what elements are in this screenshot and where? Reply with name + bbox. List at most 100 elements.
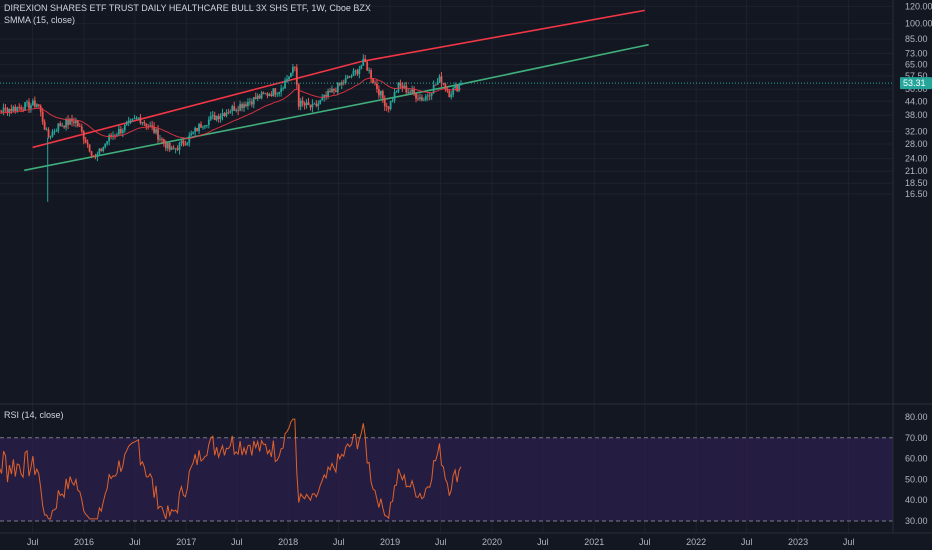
candle-body bbox=[104, 143, 107, 148]
candle-body bbox=[372, 78, 374, 83]
candle-body bbox=[143, 122, 146, 124]
candle-body bbox=[76, 120, 79, 126]
candle-body bbox=[415, 93, 417, 99]
candle-body bbox=[280, 88, 283, 92]
candle-body bbox=[53, 131, 56, 133]
candle-body bbox=[266, 93, 269, 96]
candle-body bbox=[174, 148, 177, 150]
candle-body bbox=[217, 116, 220, 119]
candle-body bbox=[94, 156, 97, 157]
candle-body bbox=[293, 67, 296, 68]
candle-body bbox=[92, 155, 95, 157]
candle-body bbox=[325, 94, 328, 97]
upper-channel-line[interactable] bbox=[32, 9, 645, 149]
candle-body bbox=[401, 85, 404, 89]
candle-body bbox=[86, 142, 89, 145]
candle-body bbox=[4, 107, 7, 109]
candle-body bbox=[139, 117, 142, 124]
time-tick-label: Jul bbox=[27, 537, 39, 547]
price-tick-label: 65.00 bbox=[905, 59, 928, 69]
candle-body bbox=[116, 134, 118, 136]
candle-body bbox=[358, 68, 361, 75]
candle-body bbox=[376, 83, 378, 90]
time-tick-label: Jul bbox=[537, 537, 549, 547]
candle-body bbox=[282, 88, 285, 89]
price-tick-label: 50.00 bbox=[905, 84, 928, 94]
candle-body bbox=[319, 100, 322, 104]
candle-body bbox=[41, 111, 44, 122]
candle-body bbox=[63, 125, 66, 128]
candle-body bbox=[448, 90, 451, 98]
rsi-tick-label: 70.00 bbox=[905, 433, 928, 443]
candle-body bbox=[100, 148, 103, 151]
candle-body bbox=[26, 101, 28, 103]
price-tick-label: 18.50 bbox=[905, 178, 928, 188]
candle-body bbox=[159, 138, 161, 140]
rsi-band-fill bbox=[0, 437, 893, 521]
candle-body bbox=[360, 65, 363, 69]
candle-body bbox=[366, 61, 369, 71]
candle-body bbox=[170, 147, 173, 150]
candle-body bbox=[409, 92, 412, 93]
candle-body bbox=[223, 113, 226, 116]
candle-body bbox=[155, 129, 157, 133]
candle-body bbox=[245, 104, 247, 107]
time-tick-label: Jul bbox=[741, 537, 753, 547]
candle-body bbox=[147, 126, 150, 127]
candle-body bbox=[342, 82, 345, 84]
candle-body bbox=[219, 116, 222, 119]
candle-body bbox=[252, 97, 255, 105]
price-tick-label: 85.00 bbox=[905, 34, 928, 44]
candle-body bbox=[215, 116, 218, 121]
candle-body bbox=[96, 154, 99, 157]
candle-body bbox=[205, 125, 208, 126]
trend-channels[interactable] bbox=[24, 9, 649, 172]
candle-body bbox=[450, 94, 453, 98]
candle-body bbox=[186, 142, 189, 146]
symbol-title[interactable]: DIREXION SHARES ETF TRUST DAILY HEALTHCA… bbox=[4, 3, 371, 13]
smma-line bbox=[0, 77, 462, 140]
candle-body bbox=[268, 94, 271, 96]
candle-body bbox=[264, 93, 267, 95]
candle-body bbox=[272, 88, 275, 97]
candle-body bbox=[241, 104, 243, 108]
price-tick-label: 32.00 bbox=[905, 126, 928, 136]
candle-body bbox=[387, 106, 390, 109]
candlestick-series bbox=[0, 54, 462, 202]
smma-legend[interactable]: SMMA (15, close) bbox=[4, 15, 76, 25]
candle-body bbox=[270, 94, 273, 97]
candle-body bbox=[356, 70, 359, 75]
candle-body bbox=[323, 94, 326, 98]
candle-body bbox=[106, 141, 109, 144]
candle-body bbox=[184, 144, 187, 146]
candle-body bbox=[20, 107, 23, 110]
candle-body bbox=[47, 129, 50, 138]
rsi-legend[interactable]: RSI (14, close) bbox=[4, 410, 64, 420]
candle-body bbox=[327, 90, 329, 97]
candle-body bbox=[297, 84, 300, 107]
rsi-tick-label: 30.00 bbox=[905, 516, 928, 526]
candle-body bbox=[202, 126, 204, 128]
time-tick-label: Jul bbox=[639, 537, 651, 547]
candle-body bbox=[417, 98, 419, 100]
candle-body bbox=[149, 125, 152, 127]
candle-body bbox=[18, 107, 21, 108]
candle-body bbox=[180, 140, 183, 143]
candle-body bbox=[317, 103, 320, 106]
candle-body bbox=[200, 124, 202, 128]
candle-body bbox=[350, 76, 353, 78]
candle-body bbox=[458, 84, 460, 91]
time-tick-label: Jul bbox=[129, 537, 141, 547]
time-tick-label: Jul bbox=[435, 537, 447, 547]
candle-body bbox=[172, 147, 175, 149]
candle-body bbox=[37, 104, 40, 106]
price-tick-label: 120.00 bbox=[905, 1, 932, 11]
candle-body bbox=[284, 80, 286, 89]
lower-channel-line[interactable] bbox=[24, 43, 649, 172]
candle-body bbox=[381, 90, 384, 99]
candle-body bbox=[141, 122, 144, 124]
candle-body bbox=[129, 119, 132, 121]
candle-body bbox=[313, 103, 316, 105]
candle-body bbox=[444, 83, 447, 89]
